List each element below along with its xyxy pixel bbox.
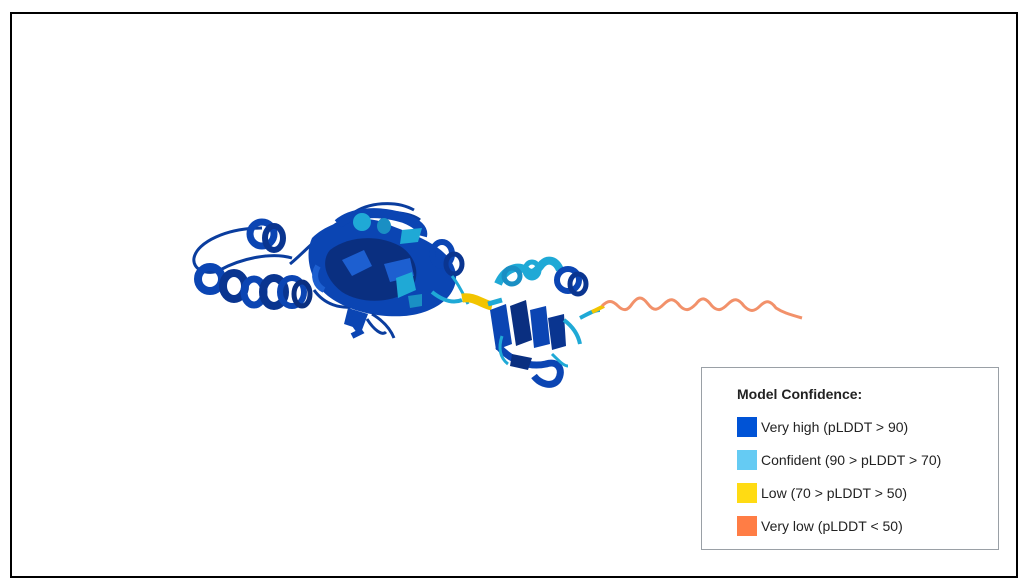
right-domain [490,256,605,388]
legend-title: Model Confidence: [737,386,863,402]
very-high-swatch [737,417,757,437]
disordered-tail [600,296,803,320]
model-confidence-legend: Model Confidence: Very high (pLDDT > 90)… [701,367,999,550]
left-domain [192,202,470,339]
linker-region [461,293,503,311]
legend-item-label: Very high (pLDDT > 90) [761,419,909,435]
protein-structure-viewer[interactable] [12,14,1016,576]
confident-swatch [737,450,757,470]
viewer-frame: Model Confidence: Very high (pLDDT > 90)… [10,12,1018,578]
legend-item-low: Low (70 > pLDDT > 50) [737,482,998,504]
legend-item-very-low: Very low (pLDDT < 50) [737,515,998,537]
legend-item-label: Low (70 > pLDDT > 50) [761,485,908,501]
very-low-swatch [737,516,757,536]
legend-item-very-high: Very high (pLDDT > 90) [737,416,998,438]
legend-item-label: Confident (90 > pLDDT > 70) [761,452,942,468]
low-swatch [737,483,757,503]
legend-item-confident: Confident (90 > pLDDT > 70) [737,449,998,471]
legend-item-label: Very low (pLDDT < 50) [761,518,903,534]
